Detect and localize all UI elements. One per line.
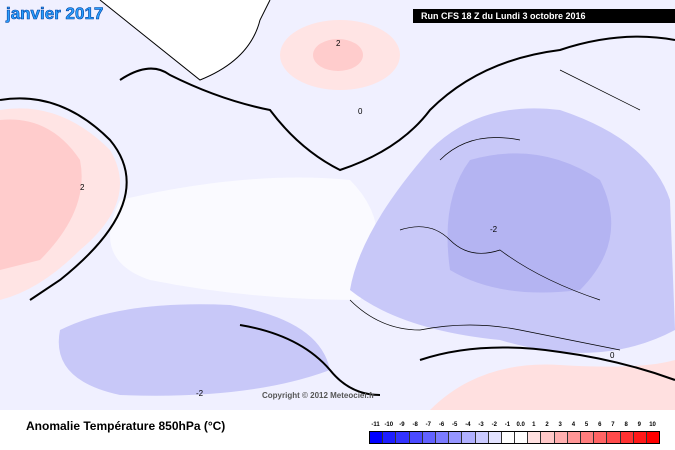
- legend-label: 2: [545, 422, 549, 428]
- legend-label: -11: [371, 422, 380, 428]
- legend-label: -5: [452, 422, 458, 428]
- europe-coast: [349, 69, 641, 351]
- legend-swatch: [449, 432, 463, 443]
- contour-label: -2: [196, 389, 204, 398]
- legend-label: -1: [504, 422, 511, 428]
- copyright: Copyright © 2012 Meteociel.fr: [262, 391, 375, 400]
- anomaly-area-cold-europe-core: [447, 153, 612, 293]
- legend-swatch: [528, 432, 542, 443]
- legend-label: 9: [637, 422, 642, 428]
- anomaly-area-warm-atlantic-core: [313, 39, 363, 71]
- contour-zero-line: [0, 35, 675, 396]
- legend-label: -10: [384, 422, 394, 428]
- legend-swatch: [567, 432, 581, 443]
- legend-label: 3: [558, 422, 562, 428]
- legend-label: 8: [624, 422, 628, 428]
- legend-label: 7: [611, 422, 615, 428]
- legend-label: -6: [438, 422, 445, 428]
- legend-swatch: [435, 432, 450, 443]
- anomaly-area-white-atlantic: [110, 177, 378, 300]
- legend-swatch: [581, 432, 595, 443]
- legend-swatch: [541, 432, 555, 443]
- legend-swatch: [383, 432, 397, 443]
- contour-label: 0: [358, 107, 363, 116]
- legend-label: -4: [465, 422, 471, 428]
- run-info: Run CFS 18 Z du Lundi 3 octobre 2016: [413, 9, 675, 23]
- legend-swatch: [607, 432, 621, 443]
- legend-label: -3: [478, 422, 484, 428]
- legend-label: 0.0: [516, 422, 525, 428]
- contour-label: 2: [80, 183, 85, 192]
- legend-label: -7: [425, 422, 432, 428]
- legend-swatch: [475, 432, 489, 443]
- legend-swatch: [370, 432, 384, 443]
- legend-label: 4: [571, 422, 576, 428]
- legend-label: 5: [584, 422, 589, 428]
- contour-label: 0: [610, 351, 615, 360]
- contour-label: -2: [490, 225, 498, 234]
- legend-swatch: [409, 432, 423, 443]
- legend-swatch: [462, 432, 476, 443]
- legend-label: 10: [649, 422, 656, 428]
- anomaly-area-warm-africa: [430, 360, 675, 410]
- legend-label: -2: [491, 422, 497, 428]
- legend-swatch: [633, 432, 647, 443]
- color-legend: -11 -10 -9 -8 -7 -6 -5 -4 -3 -2 -1 0.0 1 2 3 4 5 6 7 8 9 10: [369, 422, 661, 444]
- anomaly-area-cold-atlantic: [58, 304, 330, 396]
- map-title: janvier 2017: [6, 4, 104, 24]
- greenland-coast: [99, 0, 271, 81]
- legend-swatch: [488, 432, 502, 443]
- temperature-anomaly-map: 2 2 0 -2 -2 0: [0, 0, 675, 410]
- legend-swatch: [515, 432, 529, 443]
- legend-label: -8: [412, 422, 418, 428]
- legend-swatch: [396, 432, 410, 443]
- legend-label: 1: [532, 422, 536, 428]
- map-caption: Anomalie Température 850hPa (°C): [26, 419, 226, 433]
- legend-swatch: [554, 432, 568, 443]
- contour-label: 2: [336, 39, 341, 48]
- legend-swatch: [646, 432, 660, 443]
- legend-swatch: [422, 432, 436, 443]
- legend-swatch: [501, 432, 516, 443]
- anomaly-area-warm-west-core: [0, 119, 82, 270]
- legend-swatch: [620, 432, 634, 443]
- legend-label: 6: [598, 422, 602, 428]
- legend-label: -9: [399, 422, 405, 428]
- legend-swatch: [594, 432, 608, 443]
